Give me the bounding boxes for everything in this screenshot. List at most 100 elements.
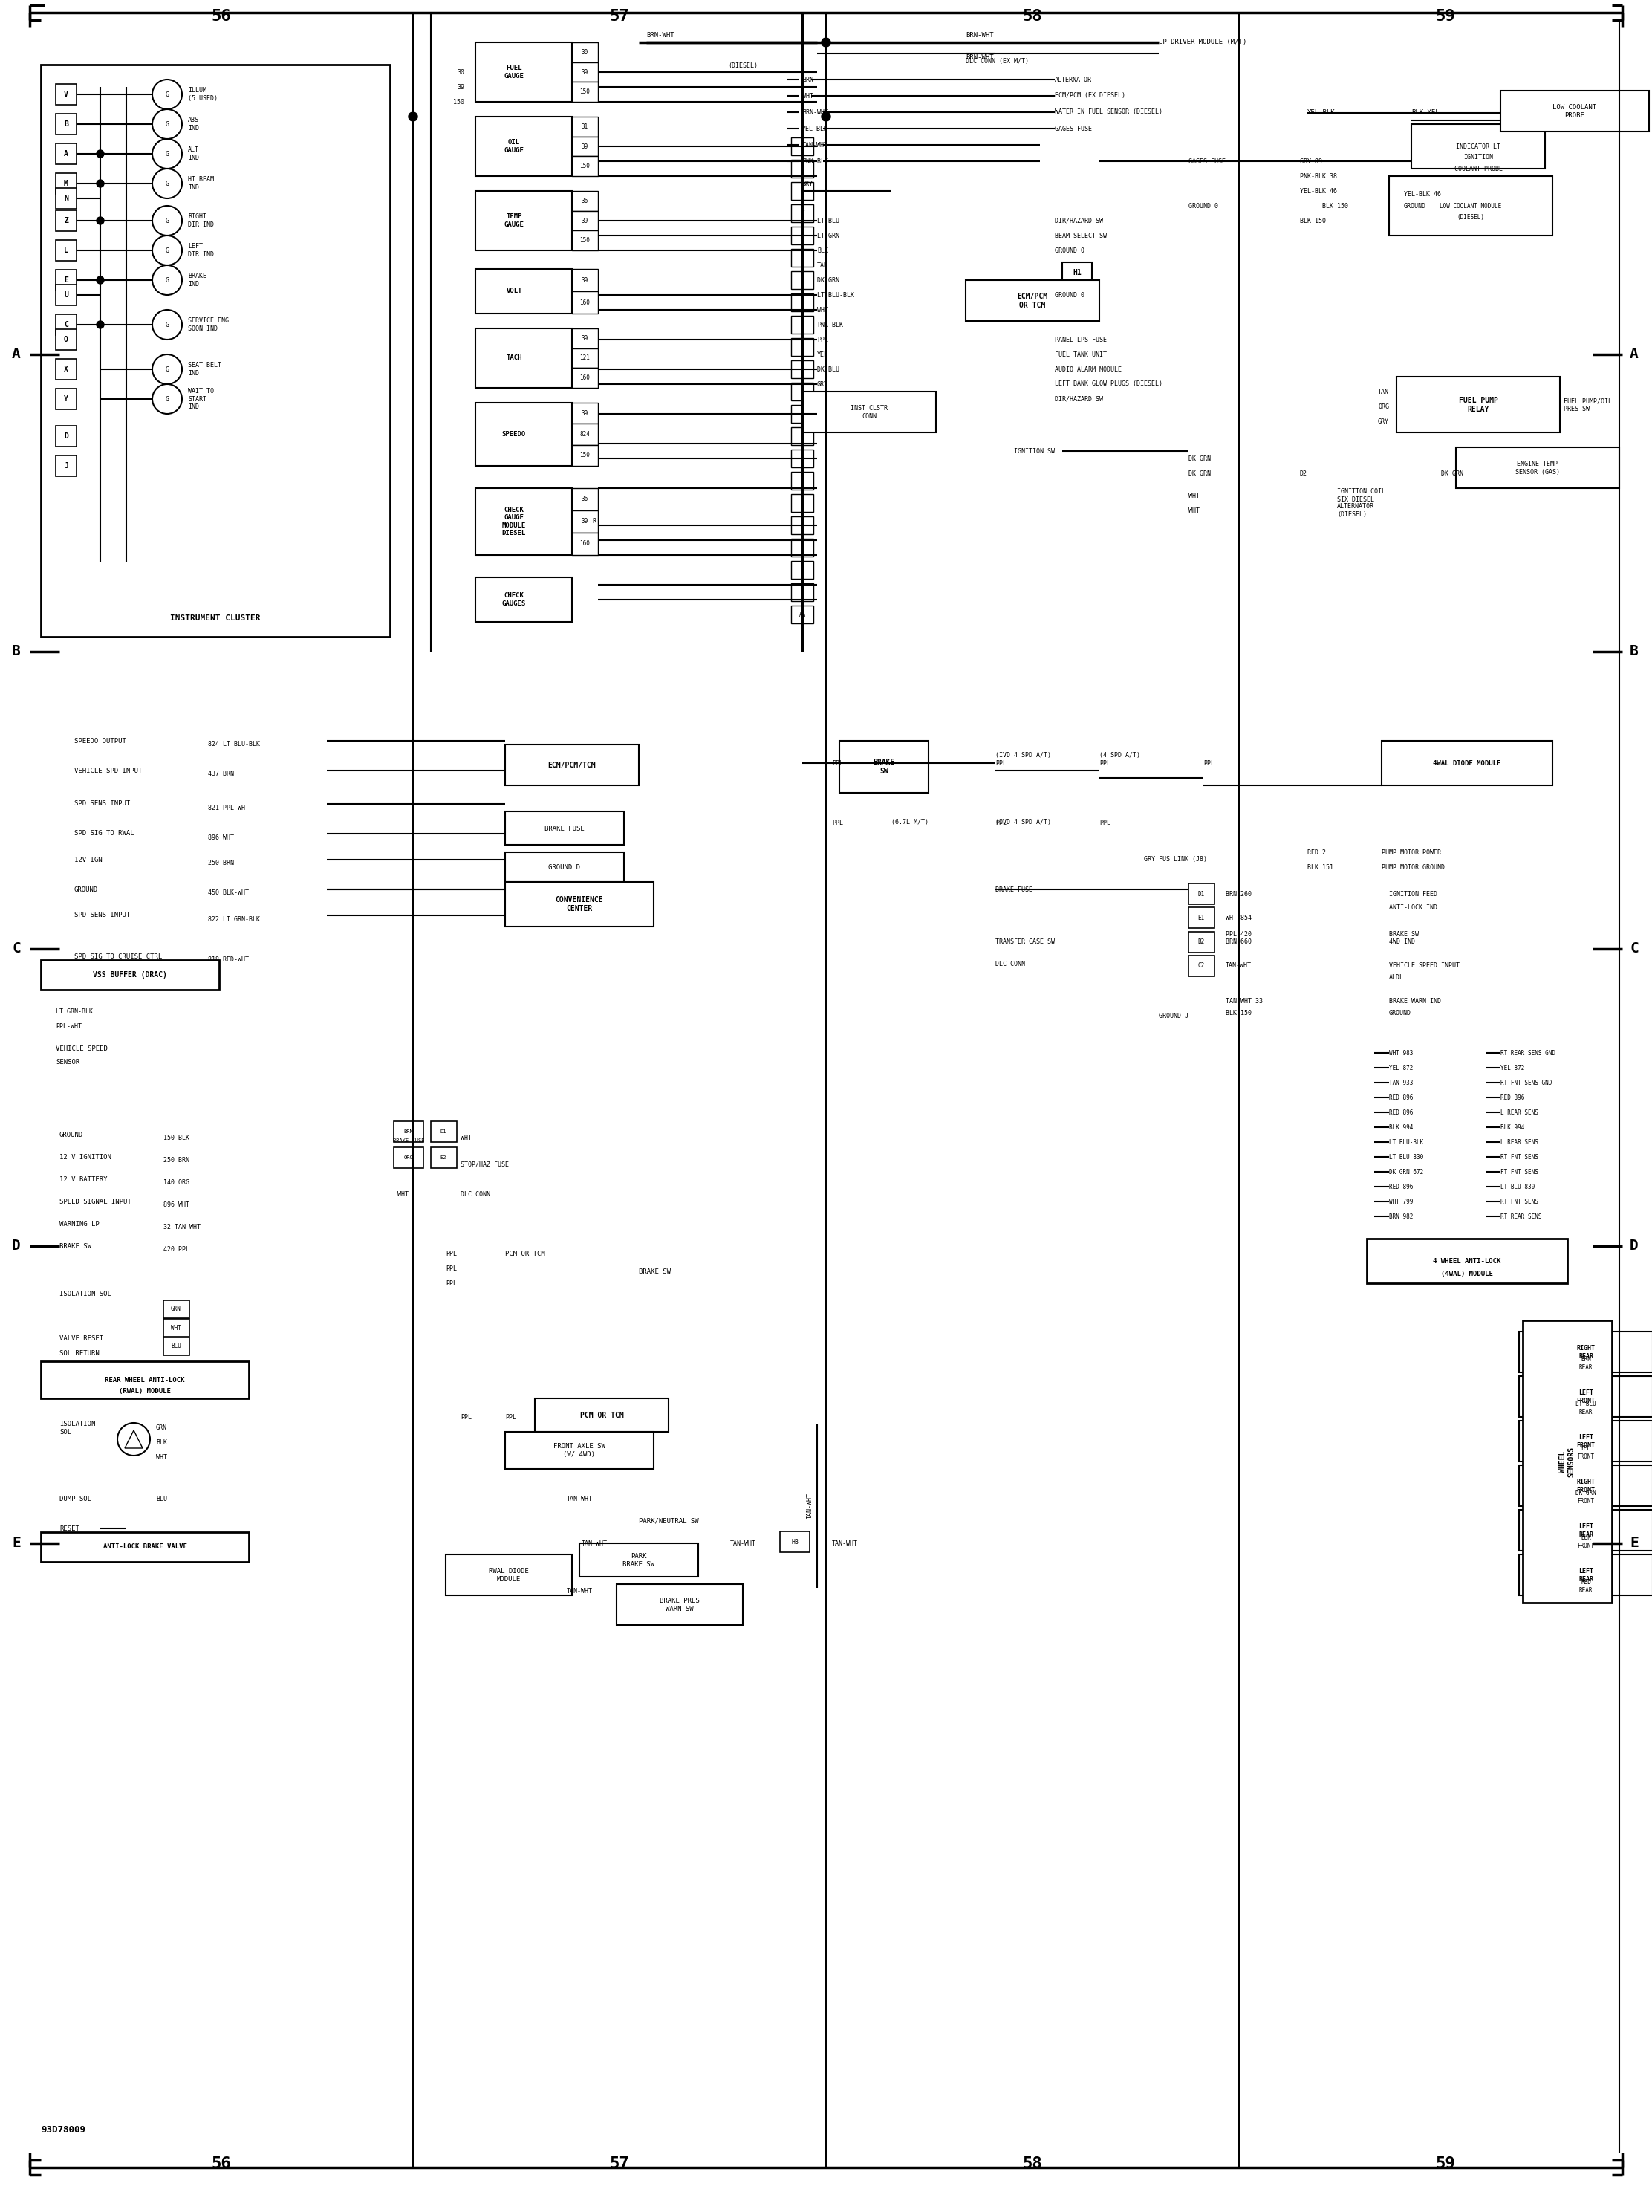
Text: 160: 160 xyxy=(580,540,590,546)
Text: DK GRN: DK GRN xyxy=(1188,469,1211,476)
Text: YEL-BLK 46: YEL-BLK 46 xyxy=(1404,190,1441,199)
Text: PPL: PPL xyxy=(446,1250,458,1256)
Bar xyxy=(1520,1511,1652,1551)
Bar xyxy=(791,226,813,246)
Circle shape xyxy=(96,217,104,223)
Text: COOLANT PROBE: COOLANT PROBE xyxy=(1454,166,1502,173)
Text: YEL-BLK: YEL-BLK xyxy=(803,126,828,133)
Text: BEAM SELECT SW: BEAM SELECT SW xyxy=(1054,232,1107,239)
Text: 140 ORG: 140 ORG xyxy=(164,1179,190,1186)
Text: SPEEDO OUTPUT: SPEEDO OUTPUT xyxy=(74,737,126,743)
Text: INDICATOR LT: INDICATOR LT xyxy=(1455,144,1500,150)
Text: 150: 150 xyxy=(580,164,590,170)
Text: LEFT
FRONT: LEFT FRONT xyxy=(1576,1389,1596,1405)
Text: RT FNT SENS GND: RT FNT SENS GND xyxy=(1500,1079,1551,1086)
Text: WHT: WHT xyxy=(1188,493,1199,500)
Text: G: G xyxy=(165,217,169,223)
Text: RED 2: RED 2 xyxy=(1307,849,1327,856)
Text: C2: C2 xyxy=(1198,962,1204,969)
Bar xyxy=(431,1148,458,1168)
Text: VALVE RESET: VALVE RESET xyxy=(59,1336,104,1343)
Bar xyxy=(791,383,813,400)
Bar xyxy=(431,1121,458,1141)
Text: G: G xyxy=(165,365,169,372)
Bar xyxy=(572,425,598,445)
Text: ORG: ORG xyxy=(1378,403,1389,409)
Text: 824 LT BLU-BLK: 824 LT BLU-BLK xyxy=(208,741,259,748)
Text: C: C xyxy=(12,942,21,956)
Bar xyxy=(56,270,76,290)
Text: LP DRIVER MODULE (M/T): LP DRIVER MODULE (M/T) xyxy=(1158,40,1247,46)
Text: E: E xyxy=(64,276,68,283)
Text: T: T xyxy=(801,456,805,462)
Text: 93D78009: 93D78009 xyxy=(41,2126,86,2135)
Bar xyxy=(506,812,624,845)
Text: Z: Z xyxy=(64,217,68,223)
Text: PPL: PPL xyxy=(833,818,843,825)
Text: SOL RETURN: SOL RETURN xyxy=(59,1352,99,1358)
Text: Z: Z xyxy=(801,588,805,595)
Text: BRAKE WARN IND: BRAKE WARN IND xyxy=(1389,998,1441,1004)
Text: RED
REAR: RED REAR xyxy=(1579,1579,1593,1593)
Text: H1: H1 xyxy=(1072,270,1082,276)
Text: C: C xyxy=(64,321,68,327)
Text: GROUND D: GROUND D xyxy=(548,863,580,872)
Text: G: G xyxy=(165,276,169,283)
Bar xyxy=(791,361,813,378)
Bar xyxy=(791,272,813,290)
Text: BLK 150: BLK 150 xyxy=(1300,217,1327,223)
Text: LEFT BANK GLOW PLUGS (DIESEL): LEFT BANK GLOW PLUGS (DIESEL) xyxy=(1054,380,1163,387)
Text: BLU: BLU xyxy=(155,1495,167,1502)
Bar xyxy=(1520,1555,1652,1595)
Text: M: M xyxy=(64,179,68,188)
Text: A: A xyxy=(12,347,21,361)
Text: BRAKE SW: BRAKE SW xyxy=(59,1243,91,1250)
Circle shape xyxy=(96,150,104,157)
Text: E: E xyxy=(12,1535,21,1551)
Text: BRAKE SW: BRAKE SW xyxy=(639,1270,671,1276)
Bar xyxy=(56,84,76,104)
Text: BLK-YEL: BLK-YEL xyxy=(1411,111,1439,117)
Bar xyxy=(41,1360,249,1398)
Text: BRN-WHT: BRN-WHT xyxy=(803,108,828,115)
Text: PPL: PPL xyxy=(506,1413,515,1420)
Text: SPD SENS INPUT: SPD SENS INPUT xyxy=(74,911,131,918)
Bar xyxy=(1188,956,1214,975)
Bar xyxy=(572,292,598,314)
Text: PNK-BLK: PNK-BLK xyxy=(803,157,828,164)
Bar xyxy=(1520,1376,1652,1418)
Text: ALDL: ALDL xyxy=(1389,975,1404,982)
Bar xyxy=(791,338,813,356)
Text: PPL: PPL xyxy=(446,1281,458,1287)
Text: BRN-WHT: BRN-WHT xyxy=(966,31,993,38)
Text: PNK-BLK 38: PNK-BLK 38 xyxy=(1300,173,1336,179)
Text: BRAKE
IND: BRAKE IND xyxy=(188,272,206,288)
Text: G: G xyxy=(165,179,169,186)
Text: X: X xyxy=(64,365,68,374)
Bar xyxy=(56,173,76,195)
Bar xyxy=(56,188,76,208)
Text: PCM OR TCM: PCM OR TCM xyxy=(580,1411,623,1420)
Text: ANTI-LOCK IND: ANTI-LOCK IND xyxy=(1389,905,1437,911)
Text: 36: 36 xyxy=(582,495,588,502)
Text: BRAKE
SW: BRAKE SW xyxy=(872,759,895,774)
Text: A: A xyxy=(1631,347,1639,361)
Bar xyxy=(572,489,598,511)
Text: G: G xyxy=(165,91,169,97)
Text: DK GRN: DK GRN xyxy=(1441,469,1464,476)
Text: L: L xyxy=(64,248,68,254)
Text: 56: 56 xyxy=(211,2157,231,2172)
Text: RT FNT SENS: RT FNT SENS xyxy=(1500,1199,1538,1206)
Text: TAN 933: TAN 933 xyxy=(1389,1079,1412,1086)
Bar xyxy=(791,405,813,422)
Bar xyxy=(476,577,572,622)
Text: (IVD 4 SPD A/T): (IVD 4 SPD A/T) xyxy=(996,752,1051,759)
Text: TACH: TACH xyxy=(506,354,522,361)
Bar xyxy=(41,64,390,637)
Text: PPL: PPL xyxy=(818,336,828,343)
Bar xyxy=(572,367,598,387)
Text: YEL 872: YEL 872 xyxy=(1500,1064,1525,1071)
Text: N: N xyxy=(64,195,68,201)
Bar xyxy=(791,137,813,155)
Bar xyxy=(56,239,76,261)
